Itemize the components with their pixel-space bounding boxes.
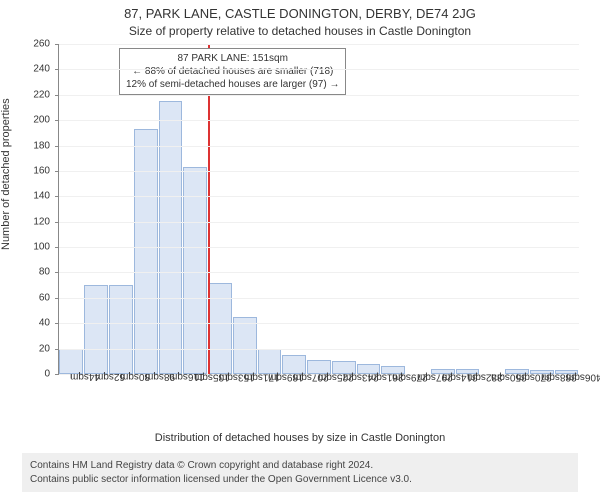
y-tick xyxy=(55,247,59,248)
y-tick-label: 120 xyxy=(0,216,50,227)
y-tick xyxy=(55,323,59,324)
y-tick xyxy=(55,349,59,350)
annotation-line: 12% of semi-detached houses are larger (… xyxy=(126,78,339,91)
gridline-h xyxy=(59,323,579,324)
annotation-box: 87 PARK LANE: 151sqm ← 88% of detached h… xyxy=(119,48,346,95)
y-tick-label: 60 xyxy=(0,292,50,303)
gridline-h xyxy=(59,171,579,172)
y-tick xyxy=(55,196,59,197)
gridline-h xyxy=(59,222,579,223)
plot-area: 87 PARK LANE: 151sqm ← 88% of detached h… xyxy=(58,44,579,375)
y-tick-label: 240 xyxy=(0,64,50,75)
bar xyxy=(258,349,282,374)
y-tick-label: 140 xyxy=(0,191,50,202)
y-tick-label: 220 xyxy=(0,89,50,100)
y-tick xyxy=(55,272,59,273)
y-tick-label: 160 xyxy=(0,165,50,176)
y-tick-label: 20 xyxy=(0,343,50,354)
annotation-line: 87 PARK LANE: 151sqm xyxy=(126,52,339,65)
gridline-h xyxy=(59,44,579,45)
y-tick-label: 80 xyxy=(0,267,50,278)
y-tick xyxy=(55,374,59,375)
y-tick xyxy=(55,95,59,96)
attribution: Contains HM Land Registry data © Crown c… xyxy=(22,453,578,492)
y-tick xyxy=(55,44,59,45)
gridline-h xyxy=(59,196,579,197)
y-tick-label: 100 xyxy=(0,242,50,253)
gridline-h xyxy=(59,272,579,273)
bar xyxy=(183,167,207,374)
y-tick-label: 0 xyxy=(0,369,50,380)
bar xyxy=(208,283,232,374)
x-axis-caption: Distribution of detached houses by size … xyxy=(0,432,600,444)
attribution-line: Contains HM Land Registry data © Crown c… xyxy=(30,459,570,473)
y-tick-label: 180 xyxy=(0,140,50,151)
gridline-h xyxy=(59,247,579,248)
y-tick xyxy=(55,222,59,223)
bar xyxy=(134,129,158,374)
y-tick-label: 260 xyxy=(0,39,50,50)
bar xyxy=(233,317,257,374)
annotation-line: ← 88% of detached houses are smaller (71… xyxy=(126,65,339,78)
y-tick xyxy=(55,120,59,121)
gridline-h xyxy=(59,95,579,96)
gridline-h xyxy=(59,349,579,350)
bar xyxy=(159,101,183,374)
y-tick xyxy=(55,298,59,299)
y-tick xyxy=(55,146,59,147)
attribution-line: Contains public sector information licen… xyxy=(30,473,570,487)
chart-title: 87, PARK LANE, CASTLE DONINGTON, DERBY, … xyxy=(0,6,600,21)
y-tick-label: 200 xyxy=(0,115,50,126)
gridline-h xyxy=(59,120,579,121)
y-tick xyxy=(55,69,59,70)
gridline-h xyxy=(59,298,579,299)
y-tick-label: 40 xyxy=(0,318,50,329)
gridline-h xyxy=(59,69,579,70)
y-tick xyxy=(55,171,59,172)
chart-subtitle: Size of property relative to detached ho… xyxy=(0,24,600,38)
gridline-h xyxy=(59,146,579,147)
